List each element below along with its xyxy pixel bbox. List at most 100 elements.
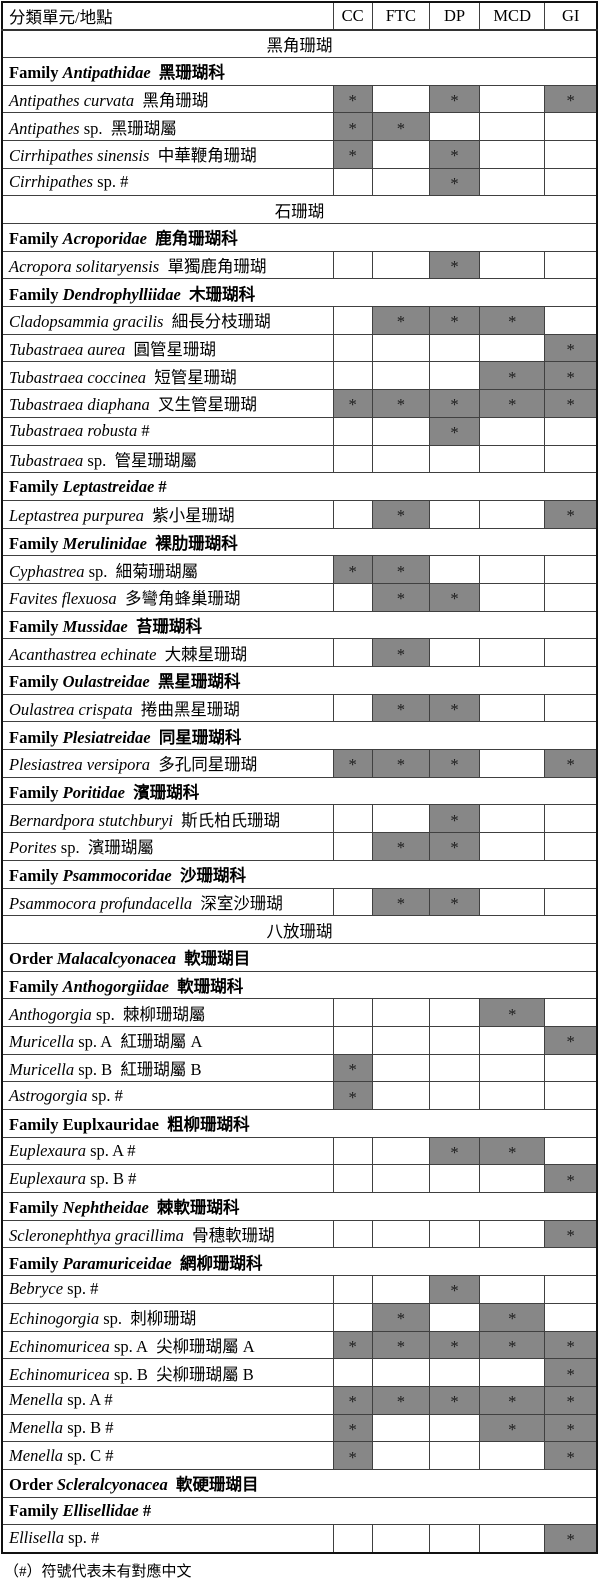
presence-asterisk: * [396,589,405,609]
presence-asterisk: * [348,1419,357,1439]
presence-cell-cc [332,832,373,861]
taxon-suffix: 短管星珊瑚 [146,367,237,387]
presence-cell-mcd [479,1081,546,1110]
species-row: Favites flexuosa 多彎角蜂巢珊瑚 * * [1,582,598,612]
group-title: Family Plesiatreidae 同星珊瑚科 [1,721,598,751]
presence-cell-ftc: * [371,582,430,612]
presence-cell-ftc: * [371,638,430,667]
presence-cell-cc [332,306,373,335]
presence-cell-ftc [371,444,430,474]
group-rank-label: Family [9,727,63,747]
presence-cell-mcd: * [479,306,546,335]
group-latin-name: Psammocoridae [62,866,172,886]
presence-cell-ftc [371,998,430,1027]
presence-asterisk: * [450,173,459,193]
taxon-suffix: 單獨鹿角珊瑚 [159,257,267,277]
presence-cell-mcd [479,638,546,667]
presence-asterisk: * [348,146,357,166]
presence-cell-mcd: * [479,998,546,1027]
group-chinese-name: # [138,1500,152,1520]
taxon-suffix: sp. 濱珊瑚屬 [56,838,154,858]
taxon-latin-name: Echinomuricea [9,1336,110,1356]
presence-cell-gi [544,832,598,861]
column-header-cc: CC [332,1,373,31]
group-title: Family Leptastreidae # [1,472,598,501]
group-rank-label: Family [9,1115,63,1135]
presence-cell-dp [428,333,481,363]
presence-cell-dp [428,638,481,667]
species-row: Ellisella sp. # * [1,1524,598,1553]
group-title: Family Antipathidae 黑珊瑚科 [1,56,598,86]
taxon-suffix: sp. 黑珊瑚屬 [79,118,177,138]
presence-cell-ftc [371,84,430,114]
taxon-suffix: 捲曲黑星珊瑚 [132,700,240,720]
species-row: Tubastraea diaphana 叉生管星珊瑚 * * * * * [1,389,598,418]
presence-cell-gi [544,887,598,917]
taxon-suffix: sp. 管星珊瑚屬 [83,450,197,470]
presence-cell-cc: * [332,1413,373,1443]
presence-cell-ftc [371,1275,430,1304]
presence-asterisk: * [508,367,517,387]
presence-cell-gi [544,693,598,723]
presence-asterisk: * [450,755,459,775]
taxon-latin-name: Astrogorgia [9,1085,88,1105]
taxon-name: Bernardpora stutchburyi 斯氏柏氏珊瑚 [1,804,334,834]
group-latin-name: Euplxauridae [62,1115,159,1135]
species-row: Bernardpora stutchburyi 斯氏柏氏珊瑚 * [1,804,598,834]
presence-asterisk: * [348,1059,357,1079]
presence-cell-ftc: * [371,112,430,141]
taxon-name: Antipathes curvata 黑角珊瑚 [1,84,334,114]
presence-asterisk: * [566,1032,575,1052]
presence-cell-gi: * [544,1164,598,1194]
section-row: 石珊瑚 [1,195,598,224]
taxon-latin-name: Tubastraea aurea [9,340,126,360]
presence-asterisk: * [566,1170,575,1190]
group-latin-name: Anthogorgiidae [62,976,169,996]
presence-cell-ftc [371,1358,430,1387]
presence-cell-gi [544,167,598,197]
taxon-suffix: 紫小星珊瑚 [143,506,235,526]
presence-cell-cc: * [332,749,373,778]
presence-asterisk: * [508,1336,517,1356]
taxon-latin-name: Plesiastrea versipora [9,755,150,775]
presence-asterisk: * [450,838,459,858]
presence-cell-ftc [371,167,430,197]
section-title: 石珊瑚 [1,195,598,224]
presence-asterisk: * [566,1392,575,1412]
taxon-name: Acanthastrea echinate 大棘星珊瑚 [1,638,334,667]
taxon-suffix: sp. A 尖柳珊瑚屬 A [109,1336,255,1356]
presence-cell-cc [332,1524,373,1553]
species-row: Antipathes sp. 黑珊瑚屬 * * [1,112,598,141]
group-rank-label: Order [9,1475,57,1495]
presence-asterisk: * [396,755,405,775]
group-title: Order Scleralcyonacea 軟硬珊瑚目 [1,1468,598,1498]
taxon-latin-name: Cladopsammia gracilis [9,312,164,332]
presence-cell-cc: * [332,139,373,169]
presence-cell-gi [544,1136,598,1166]
presence-asterisk: * [508,1309,517,1329]
species-row: Porites sp. 濱珊瑚屬 * * [1,832,598,861]
taxon-suffix: # [137,421,150,441]
presence-asterisk: * [450,589,459,609]
species-row: Acanthastrea echinate 大棘星珊瑚 * [1,638,598,667]
presence-cell-ftc: * [371,1330,430,1360]
presence-cell-dp: * [428,804,481,834]
group-chinese-name: 黑珊瑚科 [150,63,225,83]
presence-cell-dp: * [428,582,481,612]
group-latin-name: Merulinidae [62,533,147,553]
species-row: Euplexaura sp. A # * * [1,1136,598,1166]
presence-cell-mcd: * [479,1413,546,1443]
presence-cell-dp [428,499,481,529]
taxon-latin-name: Menella [9,1445,64,1465]
taxon-name: Cladopsammia gracilis 細長分枝珊瑚 [1,306,334,335]
presence-cell-gi [544,250,598,280]
presence-cell-mcd [479,1219,546,1249]
presence-cell-dp: * [428,250,481,280]
group-title: Order Malacalcyonacea 軟珊瑚目 [1,942,598,972]
taxon-name: Tubastraea diaphana 叉生管星珊瑚 [1,389,334,418]
presence-cell-gi: * [544,361,598,391]
column-header-ftc: FTC [371,1,430,31]
taxon-name: Scleronephthya gracillima 骨穗軟珊瑚 [1,1219,334,1249]
group-row: Family Euplxauridae 粗柳珊瑚科 [1,1109,598,1138]
presence-cell-mcd [479,139,546,169]
